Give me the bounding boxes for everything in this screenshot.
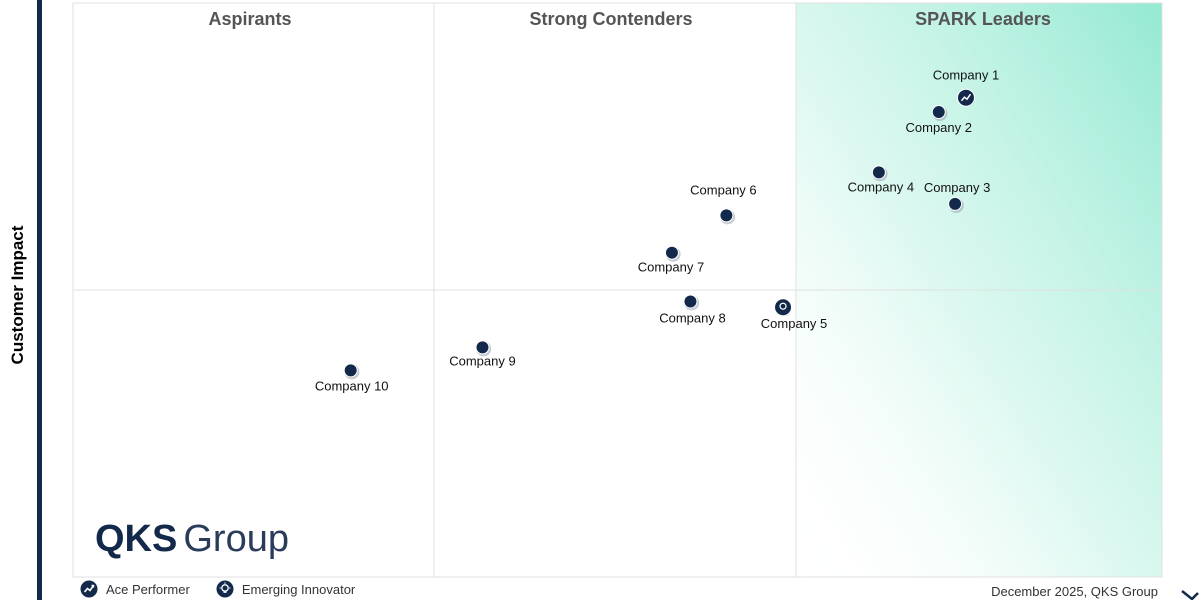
point-marker-default (948, 196, 963, 211)
point-label: Company 8 (659, 310, 725, 325)
emerging-icon (779, 302, 787, 310)
data-point: Company 6 (690, 182, 757, 225)
legend: Ace Performer Emerging Innovator (80, 580, 373, 598)
data-point: Company 4 (848, 165, 914, 194)
legend-item-emerging: Emerging Innovator (216, 580, 355, 598)
data-point: Company 8 (659, 294, 726, 325)
point-label: Company 5 (761, 316, 827, 331)
point-label: Company 9 (449, 353, 515, 368)
legend-item-ace: Ace Performer (80, 580, 190, 598)
point-label: Company 6 (690, 182, 756, 197)
data-point: Company 7 (638, 245, 704, 275)
point-marker-default (343, 363, 358, 378)
legend-label-ace: Ace Performer (106, 581, 190, 597)
point-marker-default (931, 105, 946, 120)
logo-sub: Group (183, 518, 289, 560)
point-marker-default (475, 340, 490, 355)
arrow-right-icon (1181, 590, 1199, 600)
point-marker-default (664, 245, 679, 260)
point-label: Company 1 (933, 68, 999, 83)
point-label: Company 3 (924, 180, 990, 195)
point-marker-default (871, 165, 886, 180)
emerging-icon (216, 580, 234, 598)
data-point: Company 5 (761, 298, 827, 331)
point-label: Company 2 (906, 120, 972, 135)
point-marker-emerging (774, 298, 793, 317)
point-marker-default (719, 208, 734, 223)
data-point: Company 3 (924, 180, 990, 213)
data-point: Company 2 (906, 105, 972, 135)
point-label: Company 7 (638, 260, 704, 275)
ace-icon (80, 580, 98, 598)
qks-group-logo: QKS Group (95, 518, 289, 561)
ace-icon (960, 93, 972, 102)
footer-source: December 2025, QKS Group (991, 584, 1158, 599)
quadrant-label-strong-contenders: Strong Contenders (529, 9, 692, 29)
quadrant-label-spark-leaders: SPARK Leaders (915, 9, 1051, 29)
data-point: Company 9 (449, 340, 516, 368)
logo-main: QKS (95, 518, 178, 560)
y-axis-label: Customer Impact (8, 225, 27, 365)
y-axis-line (37, 0, 42, 600)
point-label: Company 4 (848, 179, 914, 194)
point-marker-default (683, 294, 698, 309)
data-point: Company 1 (933, 68, 999, 107)
quadrant-label-aspirants: Aspirants (208, 9, 291, 29)
legend-label-emerging: Emerging Innovator (241, 581, 356, 597)
data-point: Company 10 (315, 363, 389, 393)
points-layer: Company 1 Company 2 Company 3 Company 4 Comp… (315, 68, 999, 394)
point-label: Company 10 (315, 378, 389, 393)
